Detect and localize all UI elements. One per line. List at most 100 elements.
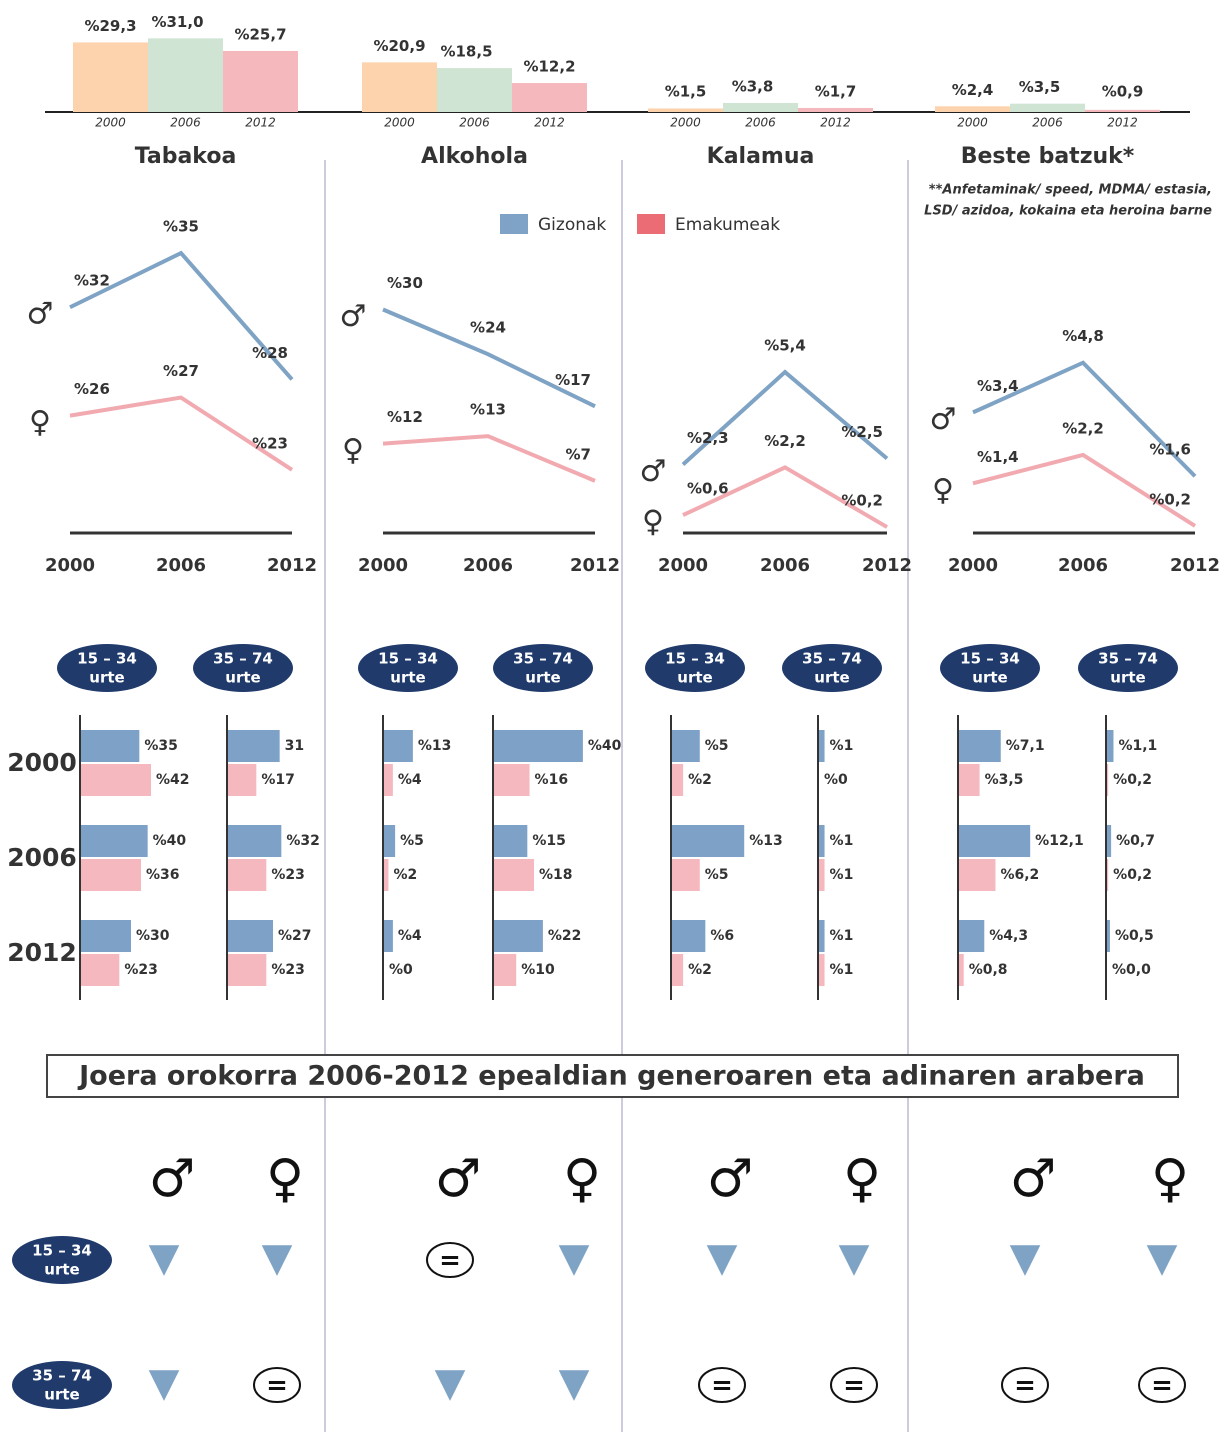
female-symbol: ♀ (1151, 1149, 1189, 1209)
top-bar (437, 68, 512, 112)
men-bar (672, 730, 700, 762)
men-bar (384, 825, 396, 857)
bar-value-label: %32 (286, 833, 320, 849)
bar-value-label: %23 (271, 962, 305, 978)
bar-value-label: %13 (749, 833, 783, 849)
legend-label: Emakumeak (675, 215, 780, 235)
top-bar (148, 38, 223, 112)
male-symbol: ♂ (1010, 1149, 1057, 1209)
top-value-label: %18,5 (440, 43, 492, 61)
women-bar (819, 954, 825, 986)
men-bar (819, 920, 825, 952)
trend-symbol: = (1014, 1371, 1036, 1401)
age-unit: urte (525, 669, 560, 687)
bar-value-label: %16 (535, 772, 569, 788)
bar-value-label: %18 (539, 867, 573, 883)
trend-symbol: = (843, 1371, 865, 1401)
male-symbol: ♂ (640, 454, 667, 489)
bar-value-label: %5 (705, 738, 729, 754)
panel-title: Kalamua (707, 144, 815, 169)
line-value-label: %2,3 (687, 429, 729, 447)
line-value-label: %30 (387, 274, 423, 292)
trend-symbol: ▼ (559, 1235, 590, 1281)
bar-value-label: %40 (588, 738, 622, 754)
women-bar (819, 859, 825, 891)
men-bar (672, 825, 745, 857)
male-symbol: ♂ (27, 297, 54, 332)
top-value-label: %29,3 (84, 17, 136, 35)
women-bar (672, 764, 684, 796)
top-year-label: 2000 (95, 116, 126, 130)
top-year-label: 2006 (745, 116, 776, 130)
line-year-label: 2000 (658, 555, 708, 576)
top-value-label: %2,4 (952, 81, 994, 99)
women-bar (672, 859, 700, 891)
trend-symbol: = (439, 1246, 461, 1276)
men-bar (1107, 920, 1110, 952)
line-value-label: %5,4 (764, 337, 806, 355)
bar-value-label: %15 (532, 833, 566, 849)
female-symbol: ♀ (843, 1149, 881, 1209)
women-bar (81, 954, 120, 986)
top-year-label: 2012 (1107, 116, 1138, 130)
trend-symbol: ▼ (262, 1235, 293, 1281)
bar-value-label: %1,1 (1118, 738, 1157, 754)
bar-value-label: %30 (136, 928, 170, 944)
trend-symbol: = (711, 1371, 733, 1401)
women-line (382, 434, 596, 483)
trend-symbol: ▼ (1147, 1235, 1178, 1281)
bar-value-label: %1 (830, 928, 854, 944)
bar-value-label: %7,1 (1006, 738, 1045, 754)
equal-circle (1138, 1367, 1186, 1403)
male-symbol: ♂ (340, 299, 367, 334)
top-value-label: %31,0 (151, 13, 203, 31)
line-year-label: 2000 (358, 555, 408, 576)
women-bar (959, 859, 996, 891)
female-symbol: ♀ (563, 1149, 601, 1209)
bar-value-label: %42 (156, 772, 190, 788)
line-value-label: %1,6 (1149, 441, 1191, 459)
age-range: 35 – 74 (213, 650, 273, 668)
age-pill (782, 644, 882, 692)
age-unit: urte (44, 1386, 79, 1404)
male-symbol: ♂ (149, 1149, 196, 1209)
top-value-label: %1,7 (815, 82, 857, 100)
women-bar (959, 764, 980, 796)
age-unit: urte (814, 669, 849, 687)
top-bar (1010, 103, 1085, 112)
men-bar (81, 920, 131, 952)
female-symbol: ♀ (932, 473, 954, 508)
equal-circle (830, 1367, 878, 1403)
bar-value-label: %5 (705, 867, 729, 883)
men-bar (384, 920, 393, 952)
top-year-label: 2000 (384, 116, 415, 130)
women-line (682, 465, 889, 529)
top-year-label: 2006 (170, 116, 201, 130)
top-bar (73, 42, 148, 112)
line-year-label: 2000 (45, 555, 95, 576)
trend-symbol: ▼ (839, 1235, 870, 1281)
trend-symbol: ▼ (435, 1360, 466, 1406)
male-symbol: ♂ (930, 402, 957, 437)
line-value-label: %27 (163, 362, 199, 380)
age-unit: urte (44, 1261, 79, 1279)
top-year-label: 2012 (245, 116, 276, 130)
bar-value-label: %0,8 (969, 962, 1008, 978)
top-bar (362, 62, 437, 112)
men-bar (81, 730, 140, 762)
women-bar (1107, 859, 1109, 891)
women-bar (1107, 764, 1109, 796)
bar-value-label: %35 (144, 738, 178, 754)
bar-value-label: %22 (548, 928, 582, 944)
line-value-label: %13 (470, 401, 506, 419)
bar-value-label: %27 (278, 928, 312, 944)
men-line (382, 307, 596, 409)
age-pill (12, 1236, 112, 1284)
top-bar (723, 102, 798, 112)
age-unit: urte (972, 669, 1007, 687)
bar-value-label: 31 (285, 738, 304, 754)
age-range: 35 – 74 (1098, 650, 1158, 668)
top-year-label: 2012 (820, 116, 851, 130)
line-year-label: 2006 (463, 555, 513, 576)
panel-title: Alkohola (421, 144, 528, 169)
